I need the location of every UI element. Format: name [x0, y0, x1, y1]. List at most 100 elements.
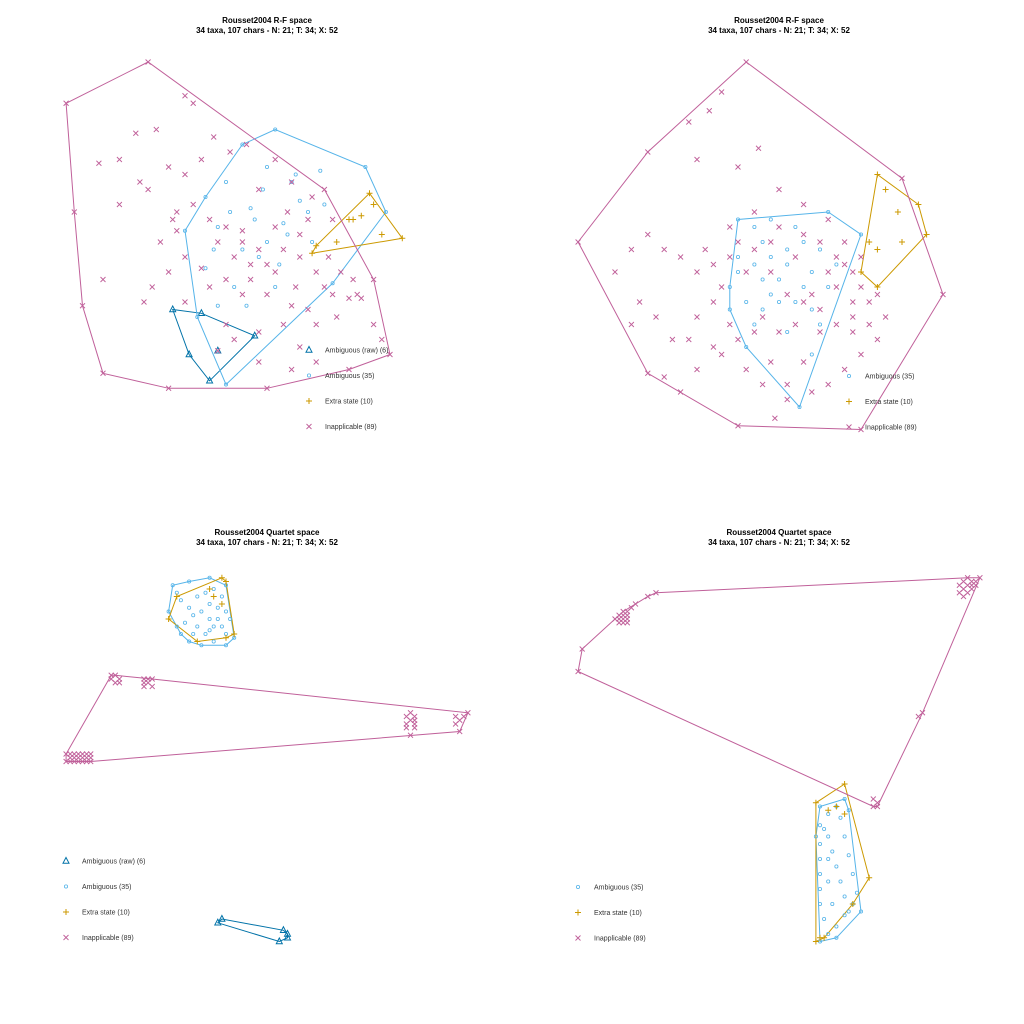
x-point [735, 422, 741, 429]
plus-point [849, 901, 856, 907]
x-point [116, 156, 123, 163]
plus-point [858, 269, 864, 275]
series-hull [577, 577, 981, 807]
circle-point [322, 202, 327, 207]
plus-point [194, 638, 201, 645]
x-point [370, 276, 377, 283]
x-point [767, 239, 774, 245]
circle-point [207, 617, 212, 622]
plus-point [309, 250, 316, 257]
panel-bottom-right: Rousset2004 Quartet space 34 taxa, 107 c… [575, 528, 983, 945]
x-point [833, 284, 840, 290]
x-point [296, 344, 303, 350]
circle-point [822, 917, 827, 922]
x-point [792, 321, 799, 328]
plus-point [218, 601, 225, 607]
x-point [841, 261, 848, 268]
x-point [407, 717, 414, 724]
circle-point [801, 284, 806, 289]
x-point [87, 751, 94, 757]
plus-point [350, 216, 357, 223]
x-point [743, 59, 750, 65]
x-point [849, 299, 856, 305]
x-point [800, 231, 807, 238]
x-point [288, 179, 295, 185]
panel-subtitle: 34 taxa, 107 chars - N: 21; T: 34; X: 52 [708, 538, 850, 547]
x-point [280, 321, 287, 328]
series-hull [216, 918, 288, 943]
x-point [964, 574, 971, 581]
circle-point [207, 628, 212, 633]
x-point [284, 209, 291, 215]
x-point [378, 336, 385, 343]
x-point [198, 265, 205, 272]
circle-point [834, 924, 839, 929]
x-point [255, 329, 262, 335]
x-point [272, 269, 279, 275]
series-hull [168, 577, 235, 643]
legend: Ambiguous (raw) (6) Ambiguous (35) Extra s… [305, 345, 388, 431]
plus-point [866, 239, 873, 245]
circle-point [785, 247, 790, 252]
circle-point [207, 575, 212, 580]
triangle-point [185, 349, 193, 358]
x-point [132, 130, 139, 137]
x-point [169, 216, 176, 223]
x-point [411, 724, 418, 731]
x-point [288, 366, 295, 373]
x-point [849, 314, 856, 320]
x-point [755, 145, 762, 152]
plus-point [841, 811, 848, 817]
circle-point [842, 913, 847, 918]
x-point [305, 306, 311, 313]
series-hull [171, 308, 256, 382]
circle-point [809, 307, 814, 312]
circle-point [727, 284, 732, 289]
x-point [685, 336, 692, 343]
triangle-point [62, 856, 70, 864]
circle-point [826, 284, 831, 289]
circle-point [256, 254, 261, 259]
plus-point [833, 803, 840, 810]
x-point [165, 385, 172, 392]
panel-title: Rousset2004 Quartet space [727, 528, 832, 537]
circle-point [793, 299, 798, 304]
plus-point [841, 781, 848, 787]
x-point [575, 668, 581, 675]
circle-point [244, 303, 249, 308]
x-point [190, 100, 197, 107]
x-point [616, 612, 622, 619]
legend-label: Extra state (10) [325, 399, 373, 406]
circle-point [223, 382, 228, 387]
x-point [706, 107, 713, 114]
plus-point [63, 909, 69, 915]
circle-point [826, 834, 831, 839]
plus-point [333, 239, 340, 245]
panel-subtitle: 34 taxa, 107 chars - N: 21; T: 34; X: 52 [196, 26, 338, 35]
panel-top-right: Rousset2004 R-F space 34 taxa, 107 chars… [575, 16, 946, 433]
legend-label: Ambiguous (35) [865, 374, 914, 381]
circle-point [818, 322, 823, 327]
circle-point [744, 299, 749, 304]
plus-point [874, 284, 881, 290]
x-point [165, 164, 172, 170]
x-point [628, 321, 635, 328]
series-hull [168, 577, 235, 646]
x-point [346, 366, 352, 373]
plus-point [358, 212, 365, 219]
plus-point [206, 586, 213, 592]
x-point [808, 389, 815, 395]
circle-point [199, 609, 204, 614]
plus-point [915, 201, 922, 208]
circle-point [838, 879, 843, 884]
circle-point [174, 624, 179, 629]
triangle-point [250, 331, 259, 339]
plus-point [874, 171, 881, 178]
triangle-point [168, 304, 177, 313]
x-point [776, 186, 782, 193]
x-point [407, 732, 414, 739]
x-point [333, 314, 340, 320]
circle-point [277, 262, 282, 267]
x-point [407, 709, 414, 716]
x-point [628, 246, 635, 253]
